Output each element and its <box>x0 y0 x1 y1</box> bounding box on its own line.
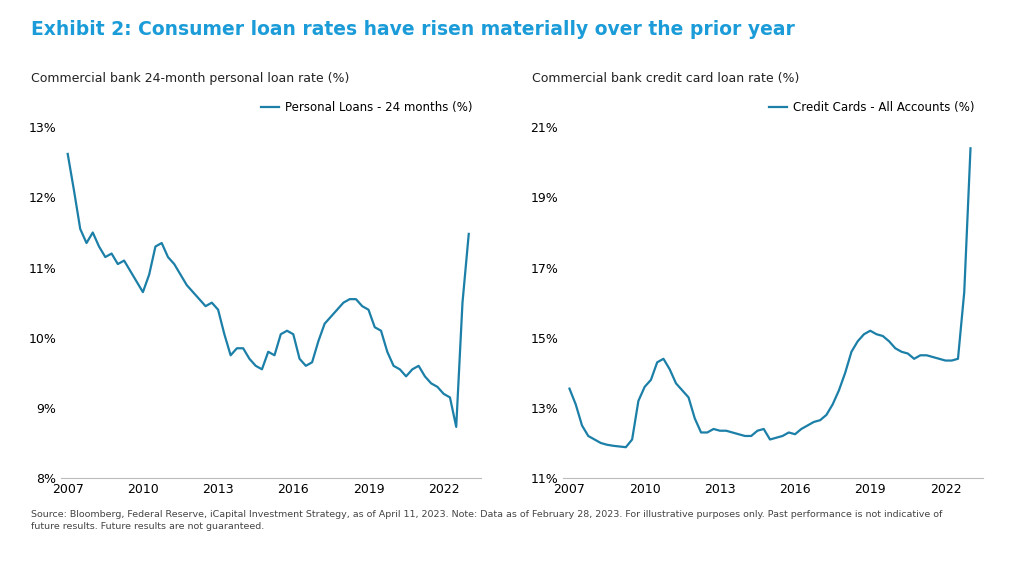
Text: Exhibit 2: Consumer loan rates have risen materially over the prior year: Exhibit 2: Consumer loan rates have rise… <box>31 20 795 39</box>
Legend: Personal Loans - 24 months (%): Personal Loans - 24 months (%) <box>257 96 477 119</box>
Text: Commercial bank credit card loan rate (%): Commercial bank credit card loan rate (%… <box>532 72 800 85</box>
Legend: Credit Cards - All Accounts (%): Credit Cards - All Accounts (%) <box>764 96 979 119</box>
Text: Source: Bloomberg, Federal Reserve, iCapital Investment Strategy, as of April 11: Source: Bloomberg, Federal Reserve, iCap… <box>31 510 942 530</box>
Text: Commercial bank 24-month personal loan rate (%): Commercial bank 24-month personal loan r… <box>31 72 349 85</box>
